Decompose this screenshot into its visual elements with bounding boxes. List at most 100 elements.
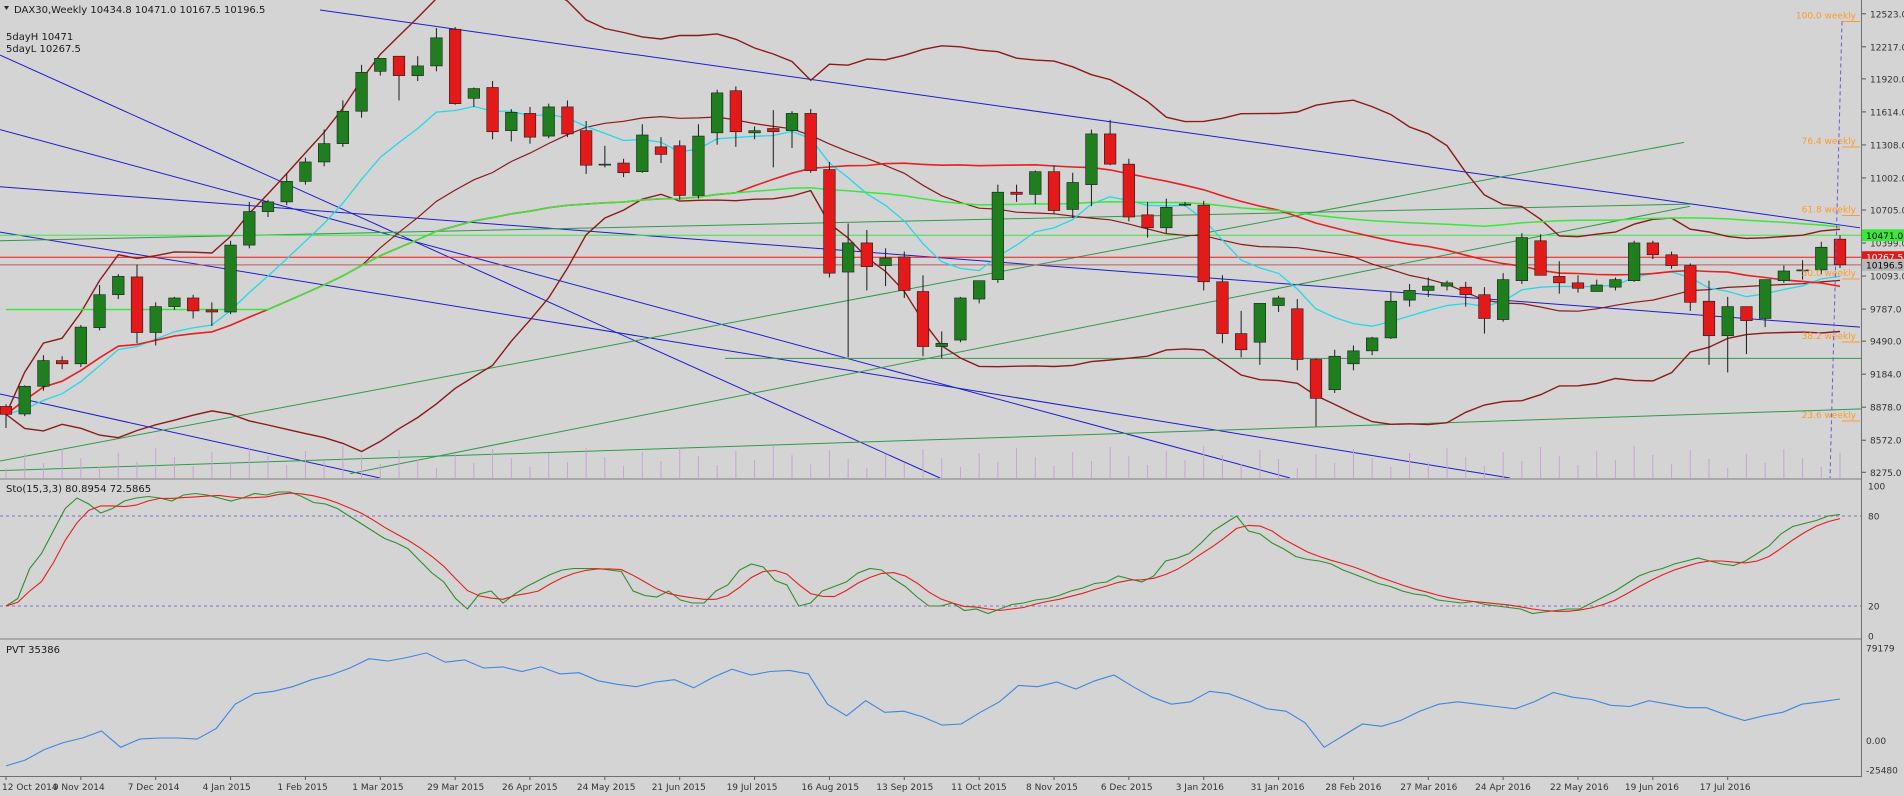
- bollinger-upper: [5, 0, 1841, 415]
- bear-candle: [523, 113, 537, 138]
- price-tick-label: 11614.0: [1870, 108, 1904, 118]
- bear-candle: [860, 242, 873, 267]
- bull-candle: [1515, 237, 1528, 281]
- bear-candle: [0, 406, 13, 415]
- price-tick-label: 12523.0: [1870, 10, 1904, 20]
- fib-trend-line: [1829, 21, 1843, 479]
- bull-candle: [1366, 337, 1379, 352]
- panel-separator: [0, 478, 1862, 480]
- bear-candle: [1646, 242, 1659, 256]
- bull-candle: [692, 135, 705, 196]
- price-label-text: 10471.0: [1866, 232, 1903, 242]
- bear-candle: [561, 106, 574, 135]
- bull-candle: [318, 143, 331, 163]
- bull-candle: [280, 181, 293, 203]
- time-tick-label: 27 Mar 2016: [1400, 783, 1457, 793]
- collapse-triangle-icon[interactable]: [4, 6, 9, 10]
- time-tick-label: 17 Jul 2016: [1700, 783, 1751, 793]
- bull-candle: [224, 244, 237, 313]
- time-tick-label: 9 Nov 2014: [53, 783, 105, 793]
- bull-candle: [879, 257, 892, 266]
- price-panel[interactable]: 100.0 weekly 76.4 weekly 61.8 weekly 50.0 w…: [0, 0, 1904, 479]
- bull-candle: [1347, 350, 1360, 365]
- candlesticks: [0, 27, 1847, 429]
- bear-candle: [1235, 333, 1248, 351]
- bear-candle: [205, 309, 218, 313]
- bear-candle: [767, 128, 780, 133]
- sma-green: [6, 186, 1841, 311]
- bear-candle: [1291, 308, 1304, 360]
- price-tick-label: 9184.0: [1870, 371, 1902, 381]
- bear-candle: [580, 130, 593, 166]
- panel-separator-2: [0, 638, 1862, 640]
- bull-candle: [1029, 171, 1042, 195]
- price-label-text: 10267.5: [1866, 254, 1903, 264]
- bull-candle: [374, 58, 387, 72]
- stochastic-lines: [5, 491, 1841, 615]
- stochastic-panel[interactable]: 100 80 20 0 Sto(15,3,3) 80.8954 72.5865: [0, 478, 1885, 643]
- price-label-box: [1862, 229, 1904, 242]
- bull-candle: [1759, 279, 1772, 319]
- bear-candle: [823, 169, 836, 274]
- stochastic-signal-line: [5, 492, 1841, 612]
- bull-candle: [93, 294, 106, 328]
- bear-candle: [486, 87, 499, 133]
- trend-line: [0, 141, 1685, 462]
- bull-candle: [1440, 282, 1454, 287]
- bear-candle: [1104, 133, 1117, 165]
- time-tick-label: 1 Mar 2015: [352, 783, 403, 793]
- price-tick-label: 12217.0: [1870, 43, 1904, 53]
- price-tick-label: 10093.0: [1870, 273, 1904, 283]
- bull-candle: [336, 110, 349, 144]
- bull-candle: [1590, 284, 1603, 292]
- price-tick-label: 8275.0: [1870, 469, 1902, 479]
- fib-level-label: 38.2 weekly: [1802, 332, 1857, 342]
- price-tick-label: 11308.0: [1870, 141, 1904, 151]
- bear-candle: [804, 113, 817, 171]
- time-tick-label: 29 Mar 2015: [427, 783, 484, 793]
- bear-candle: [1459, 286, 1472, 296]
- time-tick-label: 11 Oct 2015: [951, 783, 1007, 793]
- trend-line: [319, 9, 1861, 229]
- bear-candle: [1740, 306, 1753, 321]
- bull-candle: [1609, 279, 1622, 288]
- bear-candle: [1197, 204, 1210, 283]
- bull-candle: [636, 134, 649, 172]
- pvt-tick-label: 0.00: [1866, 737, 1886, 747]
- time-tick-label: 21 Jun 2015: [652, 783, 706, 793]
- time-tick-label: 19 Jun 2016: [1625, 783, 1679, 793]
- trend-line: [0, 408, 1863, 472]
- bull-candle: [598, 163, 611, 166]
- stochastic-tick-label: 100: [1868, 483, 1885, 493]
- bull-candle: [1253, 303, 1266, 343]
- pvt-tick-label: -25480: [1866, 767, 1898, 777]
- time-tick-label: 22 May 2016: [1550, 783, 1609, 793]
- time-tick-label: 24 Apr 2016: [1475, 783, 1531, 793]
- bear-candle: [1309, 359, 1323, 399]
- pvt-title: PVT 35386: [6, 645, 60, 656]
- bull-candle: [261, 201, 275, 212]
- price-tick-label: 8878.0: [1870, 404, 1902, 414]
- bull-candle: [355, 72, 368, 112]
- pvt-panel[interactable]: 79179 0.00 -25480 PVT 35386: [0, 638, 1898, 777]
- bull-candle: [243, 211, 256, 246]
- bull-candle: [1721, 306, 1734, 337]
- bull-candle: [505, 112, 518, 131]
- stochastic-title: Sto(15,3,3) 80.8954 72.5865: [6, 484, 151, 495]
- time-tick-label: 24 May 2015: [577, 783, 636, 793]
- bull-candle: [430, 37, 443, 67]
- bull-candle: [935, 342, 948, 347]
- fib-level-label: 23.6 weekly: [1802, 411, 1857, 421]
- bull-candle: [973, 280, 986, 300]
- bull-candle: [1328, 355, 1341, 391]
- trend-line: [0, 129, 1291, 479]
- bear-candle: [617, 162, 630, 174]
- bear-candle: [449, 28, 462, 104]
- bear-candle: [56, 360, 69, 365]
- bear-candle: [1665, 254, 1678, 266]
- trend-line: [0, 203, 1691, 242]
- fib-level-label: 61.8 weekly: [1802, 206, 1857, 216]
